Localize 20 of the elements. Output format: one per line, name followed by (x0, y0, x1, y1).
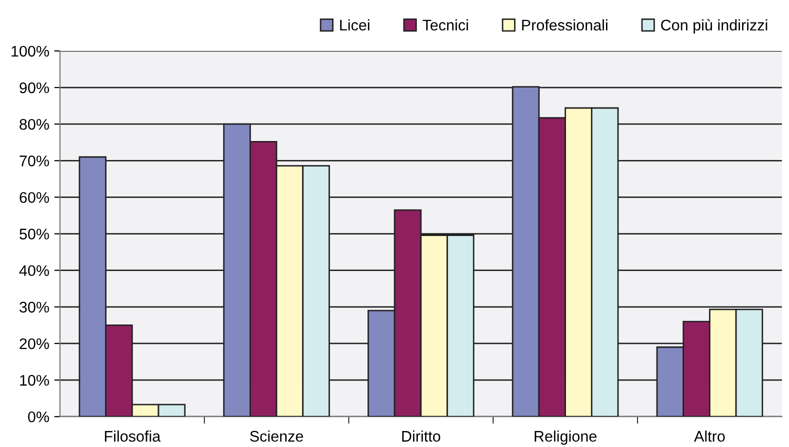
legend-label: Con più indirizzi (661, 19, 768, 34)
y-tick-label: 50% (20, 228, 50, 240)
y-tick-label: 80% (20, 118, 50, 130)
x-tick-label: Scienze (250, 430, 304, 442)
legend-label: Professionali (522, 19, 608, 31)
x-tick-label: Altro (694, 430, 725, 442)
y-tick-label: 0% (28, 411, 50, 422)
y-tick-label: 30% (20, 302, 50, 313)
x-tick-label: Diritto (402, 430, 440, 442)
legend-label: Tecnici (422, 19, 468, 31)
y-tick-label: 90% (20, 82, 50, 94)
x-tick-label: Filosofia (104, 430, 161, 442)
y-tick-label: 60% (20, 192, 50, 203)
y-tick-label: 40% (19, 265, 50, 276)
y-tick-label: 100% (12, 46, 50, 57)
legend-label: Licei (340, 19, 370, 31)
y-tick-label: 70% (20, 156, 50, 166)
y-tick-label: 10% (20, 374, 50, 386)
x-tick-label: Religione (534, 430, 596, 445)
y-tick-label: 20% (20, 338, 50, 350)
